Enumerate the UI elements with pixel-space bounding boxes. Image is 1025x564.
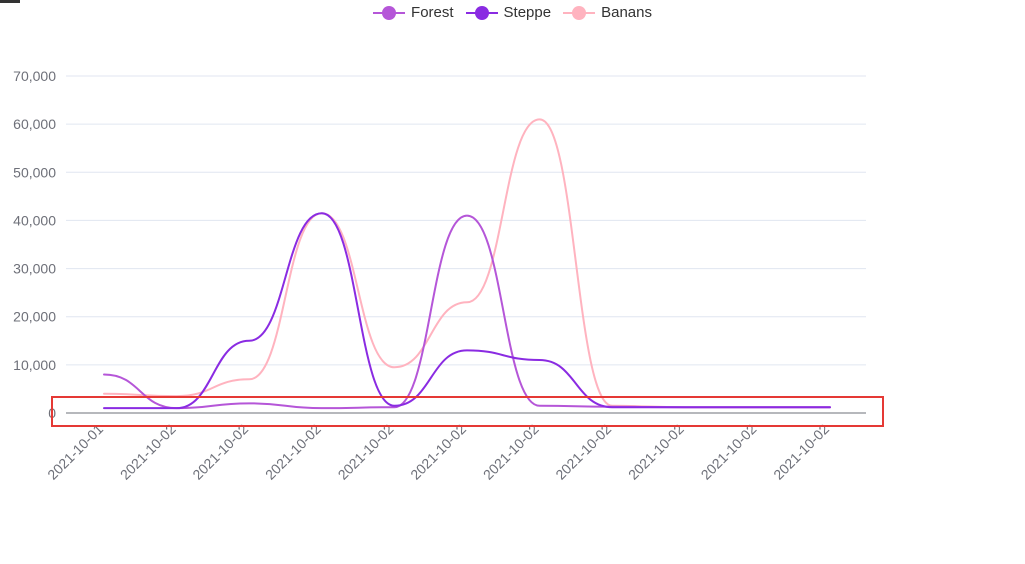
legend-swatch — [563, 5, 596, 20]
x-tick-label: 2021-10-02 — [335, 421, 397, 483]
x-tick-label: 2021-10-02 — [770, 421, 832, 483]
grid-lines — [66, 75, 866, 366]
y-tick-label: 10,000 — [13, 357, 56, 373]
x-tick-label: 2021-10-02 — [262, 421, 324, 483]
x-tick-label: 2021-10-02 — [117, 421, 179, 483]
legend-label: Steppe — [503, 4, 552, 21]
x-tick-label: 2021-10-02 — [552, 421, 614, 483]
y-axis: 0 10,000 20,000 30,000 40,000 50,000 60,000 70,… — [13, 68, 56, 421]
series-line-banans[interactable] — [103, 118, 831, 409]
x-tick-label: 2021-10-02 — [480, 421, 542, 483]
legend-label: Banans — [601, 4, 652, 21]
y-tick-label: 30,000 — [13, 261, 56, 277]
x-tick-label: 2021-10-02 — [698, 421, 760, 483]
corner-mark — [0, 0, 20, 3]
legend-item-steppe[interactable]: Steppe — [465, 4, 552, 21]
y-tick-label: 20,000 — [13, 309, 56, 325]
x-tick-label: 2021-10-01 — [44, 421, 106, 483]
series-line-forest[interactable] — [103, 214, 831, 410]
y-tick-label: 70,000 — [13, 68, 56, 84]
legend: Forest Steppe Banans — [0, 4, 1025, 24]
legend-label: Forest — [411, 4, 454, 21]
y-tick-label: 40,000 — [13, 212, 56, 228]
x-tick-label: 2021-10-02 — [625, 421, 687, 483]
series-lines — [103, 118, 831, 410]
legend-swatch — [465, 5, 498, 20]
x-tick-label: 2021-10-02 — [189, 421, 251, 483]
legend-item-banans[interactable]: Banans — [563, 4, 652, 21]
y-tick-label: 0 — [48, 405, 56, 421]
x-tick-label: 2021-10-02 — [407, 421, 469, 483]
y-tick-label: 60,000 — [13, 116, 56, 132]
legend-swatch — [373, 5, 406, 20]
y-tick-label: 50,000 — [13, 164, 56, 180]
legend-item-forest[interactable]: Forest — [373, 4, 454, 21]
x-axis: 2021-10-01 2021-10-02 2021-10-02 2021-10-02… — [44, 412, 866, 483]
series-line-steppe[interactable] — [103, 212, 831, 410]
